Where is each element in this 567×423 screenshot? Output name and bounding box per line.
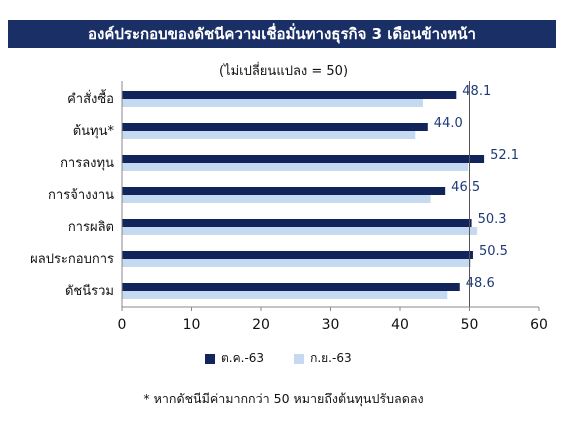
data-label-oct: 50.5	[479, 244, 508, 259]
x-tick-label: 60	[530, 317, 548, 333]
category-label: คำสั่งซื้อ	[67, 89, 114, 107]
legend-label-oct: ต.ค.-63	[221, 351, 265, 365]
bar-oct-0	[122, 91, 457, 99]
category-label: ผลประกอบการ	[30, 252, 114, 267]
category-label: ต้นทุน*	[73, 124, 115, 139]
bar-sep-4	[122, 227, 478, 235]
data-label-oct: 44.0	[434, 116, 463, 131]
bar-sep-6	[122, 291, 448, 299]
x-tick-label: 10	[183, 317, 201, 333]
legend: ต.ค.-63 ก.ย.-63	[205, 349, 352, 368]
bar-oct-4	[122, 219, 472, 227]
legend-swatch-oct	[205, 353, 215, 364]
category-label: การลงทุน	[60, 156, 114, 171]
category-label: การผลิต	[68, 220, 114, 235]
legend-item-sep: ก.ย.-63	[294, 349, 352, 368]
bar-sep-5	[122, 259, 471, 267]
x-tick-label: 40	[391, 317, 409, 333]
bar-oct-5	[122, 251, 473, 259]
bar-sep-3	[122, 195, 431, 203]
x-tick-label: 30	[322, 317, 340, 333]
bar-sep-1	[122, 131, 416, 139]
x-tick-label: 50	[461, 317, 479, 333]
legend-label-sep: ก.ย.-63	[310, 351, 352, 365]
bar-chart: คำสั่งซื้อ 48.1 ต้นทุน* 44.0 การลงทุน 52.1 การ…	[30, 81, 548, 333]
data-label-oct: 50.3	[478, 212, 507, 227]
data-label-oct: 48.6	[466, 276, 495, 291]
category-label: ดัชนีรวม	[65, 283, 114, 299]
chart-subtitle: (ไม่เปลี่ยนแปลง = 50)	[218, 64, 349, 79]
bar-oct-6	[122, 283, 460, 291]
legend-swatch-sep	[294, 353, 305, 364]
legend-item-oct: ต.ค.-63	[205, 349, 264, 368]
data-label-oct: 52.1	[490, 148, 519, 163]
footnote: * หากดัชนีมีค่ามากกว่า 50 หมายถึงต้นทุนป…	[143, 391, 424, 406]
bar-oct-3	[122, 187, 446, 195]
bar-oct-1	[122, 123, 428, 131]
x-tick-label: 20	[252, 317, 270, 333]
category-label: การจ้างงาน	[48, 188, 114, 203]
bar-sep-2	[122, 163, 469, 171]
bar-oct-2	[122, 155, 485, 163]
data-label-oct: 46.5	[451, 180, 480, 195]
data-label-oct: 48.1	[462, 84, 491, 99]
x-tick-label: 0	[118, 317, 127, 333]
bar-sep-0	[122, 99, 423, 107]
chart-title: องค์ประกอบของดัชนีความเชื่อมั่นทางธุรกิจ…	[8, 20, 556, 48]
